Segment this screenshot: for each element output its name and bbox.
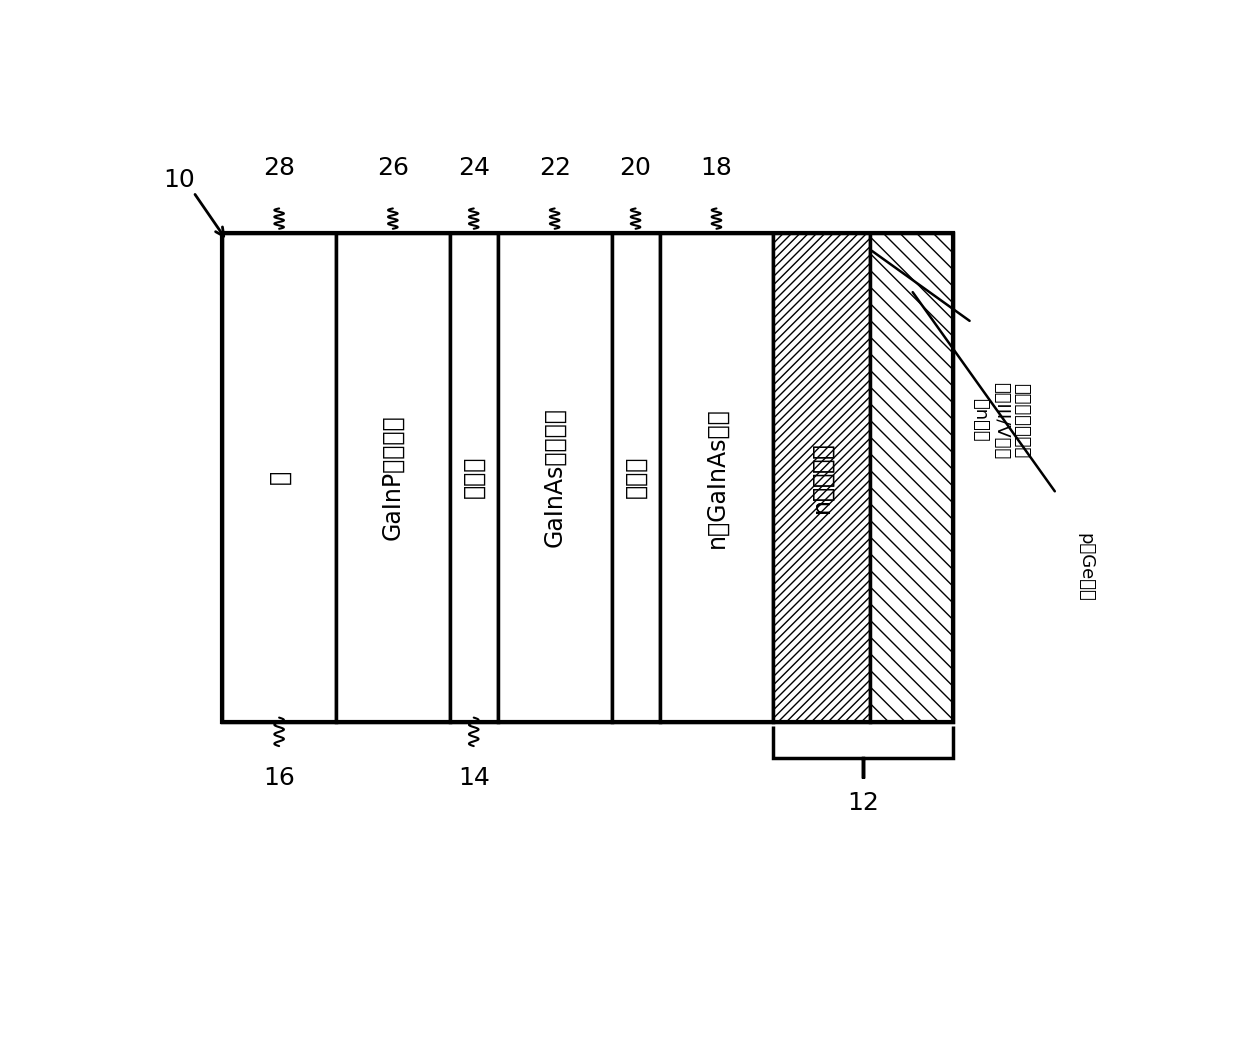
- Text: 28: 28: [263, 156, 295, 180]
- Bar: [222, 233, 336, 722]
- Text: n型GaInAs缓冲: n型GaInAs缓冲: [704, 407, 728, 548]
- Bar: [222, 233, 952, 722]
- Text: 10: 10: [164, 168, 195, 191]
- Text: 16: 16: [263, 766, 295, 790]
- Bar: [611, 233, 660, 722]
- Text: 24: 24: [458, 156, 490, 180]
- Text: 14: 14: [458, 766, 490, 790]
- Text: 26: 26: [377, 156, 409, 180]
- Text: 隙道结: 隙道结: [624, 456, 647, 498]
- Text: n型成核层: n型成核层: [810, 441, 833, 513]
- Text: 扩散发射极（来
自于III/V生长
的n型）: 扩散发射极（来 自于III/V生长 的n型）: [971, 382, 1030, 459]
- Text: p型Ge基板: p型Ge基板: [1076, 532, 1094, 601]
- Text: 盖: 盖: [267, 470, 291, 485]
- Bar: [336, 233, 450, 722]
- Text: 20: 20: [620, 156, 651, 180]
- Bar: [497, 233, 611, 722]
- Bar: [450, 233, 497, 722]
- Bar: [774, 233, 869, 722]
- Text: GaInAs中间电池: GaInAs中间电池: [543, 407, 567, 547]
- Text: 12: 12: [847, 791, 879, 815]
- Text: 22: 22: [538, 156, 570, 180]
- Bar: [660, 233, 774, 722]
- Text: GaInP顶部电池: GaInP顶部电池: [381, 415, 404, 540]
- Text: 18: 18: [701, 156, 733, 180]
- Text: n型成核层: n型成核层: [810, 441, 833, 513]
- Bar: [869, 233, 952, 722]
- Text: 隙道结: 隙道结: [461, 456, 486, 498]
